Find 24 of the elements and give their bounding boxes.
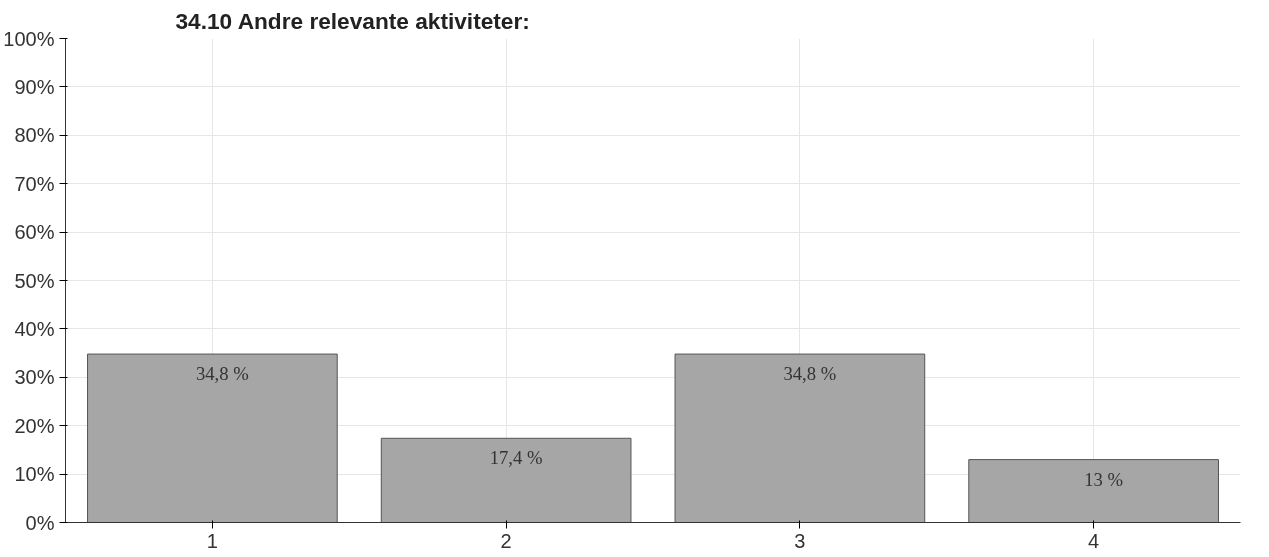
bar — [87, 353, 338, 523]
y-tick-label: 40% — [14, 317, 55, 340]
data-label: 17,4 % — [489, 447, 543, 469]
y-tick-label: 30% — [14, 366, 55, 389]
y-tick-label: 80% — [14, 124, 55, 147]
y-tick-label: 90% — [14, 75, 55, 98]
bar — [968, 459, 1219, 523]
x-tick-label: 4 — [1088, 529, 1100, 552]
y-tick-label: 10% — [14, 463, 55, 486]
data-label: 34,8 % — [195, 363, 249, 385]
y-tick-label: 50% — [14, 269, 55, 292]
data-label: 13 % — [1084, 468, 1124, 490]
x-tick-label: 1 — [206, 529, 218, 552]
y-tick-label: 70% — [14, 172, 55, 195]
x-tick-label: 3 — [794, 529, 806, 552]
bar — [674, 353, 926, 523]
y-tick-label: 0% — [25, 511, 55, 534]
chart-title: 34.10 Andre relevante aktiviteter: — [175, 7, 530, 34]
y-tick-label: 100% — [3, 27, 55, 50]
x-tick-label: 2 — [500, 529, 512, 552]
bar — [380, 437, 632, 523]
y-tick-label: 60% — [14, 221, 55, 244]
data-label: 34,8 % — [783, 363, 837, 385]
y-tick-label: 20% — [14, 414, 55, 437]
